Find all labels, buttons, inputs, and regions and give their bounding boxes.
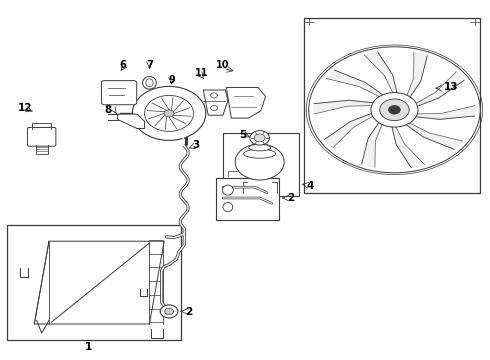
Polygon shape (34, 241, 164, 324)
Text: 2: 2 (185, 307, 193, 317)
Text: 5: 5 (240, 130, 246, 140)
Polygon shape (404, 52, 427, 104)
Ellipse shape (223, 202, 233, 211)
Ellipse shape (244, 149, 275, 158)
Circle shape (211, 93, 218, 98)
Polygon shape (406, 106, 475, 120)
Circle shape (389, 105, 400, 114)
Circle shape (250, 131, 270, 145)
Ellipse shape (146, 79, 153, 87)
Text: 7: 7 (146, 60, 153, 70)
FancyBboxPatch shape (27, 127, 56, 146)
Text: 13: 13 (443, 82, 458, 92)
Bar (223, 133, 299, 196)
Text: 4: 4 (306, 181, 314, 192)
Circle shape (132, 86, 206, 140)
Polygon shape (408, 72, 464, 110)
Text: 2: 2 (287, 193, 294, 203)
Polygon shape (390, 120, 425, 168)
FancyBboxPatch shape (101, 81, 137, 105)
Circle shape (254, 134, 265, 142)
Ellipse shape (143, 77, 156, 89)
Circle shape (309, 47, 480, 173)
Text: 11: 11 (195, 68, 209, 78)
Ellipse shape (249, 144, 270, 151)
Polygon shape (325, 110, 381, 148)
Polygon shape (326, 70, 390, 101)
Circle shape (165, 308, 173, 315)
Text: 8: 8 (104, 105, 112, 115)
Polygon shape (399, 119, 463, 149)
Text: 9: 9 (168, 75, 175, 85)
Text: 1: 1 (85, 342, 92, 352)
Circle shape (164, 110, 174, 117)
Polygon shape (203, 90, 228, 115)
Text: 6: 6 (119, 60, 126, 70)
Text: 3: 3 (193, 140, 199, 150)
Circle shape (145, 95, 194, 131)
Circle shape (160, 305, 178, 318)
Bar (7, 225, 181, 340)
Ellipse shape (235, 144, 284, 180)
Polygon shape (364, 52, 399, 100)
Text: 10: 10 (216, 60, 230, 70)
Polygon shape (118, 114, 145, 129)
Polygon shape (362, 116, 385, 167)
Circle shape (211, 105, 218, 111)
Circle shape (371, 93, 418, 127)
Ellipse shape (222, 185, 233, 195)
Circle shape (380, 99, 409, 121)
Bar (216, 178, 279, 220)
Polygon shape (314, 100, 383, 114)
Text: 12: 12 (18, 103, 33, 113)
Bar (304, 18, 480, 193)
Polygon shape (226, 87, 266, 118)
